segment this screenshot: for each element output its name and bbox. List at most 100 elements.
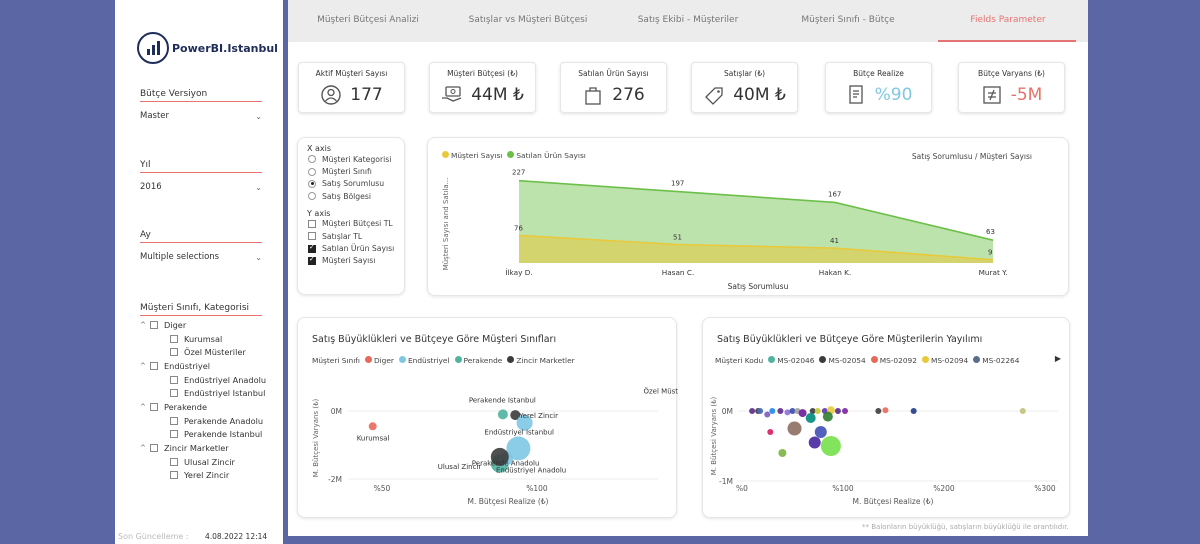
- legend-item[interactable]: Perakende: [454, 356, 502, 365]
- slicer-dropdown[interactable]: Master ⌄: [140, 111, 262, 121]
- bubble[interactable]: [808, 436, 821, 449]
- legend-title: Müşteri Kodu: [715, 356, 764, 365]
- checkbox[interactable]: [170, 375, 178, 384]
- tree-item[interactable]: ^ Endüstriyel: [140, 359, 280, 373]
- checkbox[interactable]: [150, 361, 158, 370]
- bubble[interactable]: [764, 411, 771, 418]
- checkbox[interactable]: [308, 219, 316, 228]
- caret-up-icon[interactable]: ^: [140, 320, 146, 329]
- bubble[interactable]: [749, 408, 756, 414]
- tree-item[interactable]: Özel Müsteriler: [140, 345, 280, 359]
- bubble[interactable]: [368, 422, 377, 431]
- radio-button[interactable]: [308, 155, 316, 164]
- bubble[interactable]: [769, 408, 776, 414]
- x-axis-option[interactable]: Satış Sorumlusu: [308, 178, 404, 190]
- bubble[interactable]: [787, 421, 802, 436]
- bubble[interactable]: [778, 449, 787, 457]
- caret-up-icon[interactable]: ^: [140, 444, 146, 453]
- tree-item[interactable]: Endüstriyel Istanbul: [140, 386, 280, 400]
- bubble[interactable]: [814, 426, 827, 438]
- bubble[interactable]: [882, 407, 889, 414]
- bubble[interactable]: [757, 408, 764, 414]
- bubble[interactable]: [805, 413, 816, 423]
- checkbox[interactable]: [170, 416, 178, 425]
- bubble[interactable]: [490, 447, 509, 466]
- legend-item[interactable]: Diger: [364, 356, 394, 365]
- bubble[interactable]: [516, 414, 533, 431]
- checkbox[interactable]: [308, 243, 316, 253]
- checkbox[interactable]: [308, 255, 316, 265]
- checkbox[interactable]: [170, 457, 178, 466]
- y-axis-option[interactable]: Satılan Ürün Sayısı: [308, 242, 404, 254]
- checkbox[interactable]: [170, 348, 178, 357]
- tree-item[interactable]: Ulusal Zincir: [140, 455, 280, 469]
- legend-item[interactable]: MS-02046: [768, 356, 814, 365]
- tab-2[interactable]: Satış Ekibi - Müşteriler: [637, 15, 739, 25]
- slicer-dropdown[interactable]: 2016 ⌄: [140, 182, 262, 192]
- checkbox[interactable]: [170, 389, 178, 398]
- legend-item[interactable]: MS-02264: [973, 356, 1019, 365]
- checkbox[interactable]: [150, 402, 158, 411]
- checkbox[interactable]: [170, 334, 178, 343]
- slicer-title: Müşteri Sınıfı, Kategorisi: [140, 303, 262, 316]
- bubble-label: Perakende Anadolu: [472, 460, 540, 468]
- slicer-dropdown[interactable]: Multiple selections ⌄: [140, 252, 262, 262]
- bubble[interactable]: [777, 408, 784, 414]
- bubble[interactable]: [789, 408, 796, 414]
- bubble[interactable]: [784, 409, 791, 416]
- tab-1[interactable]: Satışlar vs Müşteri Bütçesi: [468, 15, 588, 25]
- bubble[interactable]: [814, 408, 821, 414]
- checkbox[interactable]: [150, 320, 158, 329]
- tree-item[interactable]: Endüstriyel Anadolu: [140, 373, 280, 387]
- x-axis-label: M. Bütçesi Realize (₺): [467, 497, 548, 506]
- tree-item[interactable]: ^ Zincir Marketler: [140, 441, 280, 455]
- tree-item[interactable]: Yerel Zincir: [140, 469, 280, 483]
- radio-button[interactable]: [308, 167, 316, 176]
- tree-item[interactable]: Perakende Anadolu: [140, 414, 280, 428]
- bubble[interactable]: [506, 436, 531, 461]
- x-axis-option[interactable]: Müşteri Sınıfı: [308, 165, 404, 177]
- tree-item[interactable]: Kurumsal: [140, 332, 280, 346]
- tree-item[interactable]: ^ Diger: [140, 318, 280, 332]
- tree-item[interactable]: ^ Perakende: [140, 400, 280, 414]
- y-axis-option[interactable]: Satışlar TL: [308, 230, 404, 242]
- bubble[interactable]: [875, 408, 882, 414]
- bubble[interactable]: [767, 429, 774, 435]
- bubble[interactable]: [822, 411, 833, 422]
- caret-up-icon[interactable]: ^: [140, 402, 146, 411]
- legend-next-arrow-icon[interactable]: ▶: [1054, 354, 1061, 363]
- bubble[interactable]: [842, 408, 849, 414]
- caret-up-icon[interactable]: ^: [140, 361, 146, 370]
- tab-3[interactable]: Müşteri Sınıfı - Bütçe: [801, 15, 895, 25]
- tab-4[interactable]: Fields Parameter: [928, 0, 1088, 42]
- radio-button[interactable]: [308, 179, 316, 188]
- bubble[interactable]: [1019, 408, 1026, 414]
- legend-item[interactable]: MS-02054: [819, 356, 866, 365]
- legend-item[interactable]: MS-02092: [870, 356, 917, 365]
- checkbox[interactable]: [308, 232, 316, 241]
- bubble[interactable]: [834, 408, 841, 414]
- y-axis-option[interactable]: Müşteri Sayısı: [308, 255, 404, 267]
- legend-item[interactable]: Endüstriyel: [398, 356, 450, 365]
- x-axis-option[interactable]: Satış Bölgesi: [308, 190, 404, 202]
- checkbox[interactable]: [170, 471, 178, 480]
- bubble[interactable]: [809, 408, 816, 414]
- x-axis-title: X axis: [307, 144, 332, 153]
- tree-item[interactable]: Perakende Istanbul: [140, 428, 280, 442]
- legend-label: Diger: [373, 356, 394, 365]
- bubble[interactable]: [510, 410, 521, 421]
- checkbox[interactable]: [150, 444, 158, 453]
- bubble[interactable]: [820, 436, 841, 456]
- y-axis-option[interactable]: Müşteri Bütçesi TL: [308, 218, 404, 230]
- x-axis-option[interactable]: Müşteri Kategorisi: [308, 153, 404, 165]
- bubble[interactable]: [798, 409, 807, 418]
- legend-item[interactable]: MS-02094: [921, 356, 968, 365]
- drill-header[interactable]: Satış Sorumlusu / Müşteri Sayısı: [911, 152, 1032, 161]
- radio-button[interactable]: [308, 192, 316, 201]
- bubble[interactable]: [497, 409, 508, 420]
- bubble[interactable]: [910, 408, 917, 414]
- checkbox[interactable]: [170, 430, 178, 439]
- tab-0[interactable]: Müşteri Bütçesi Analizi: [317, 15, 419, 25]
- kpi-card: Satılan Ürün Sayısı 276: [560, 62, 667, 113]
- legend-item[interactable]: Zincir Marketler: [507, 356, 575, 365]
